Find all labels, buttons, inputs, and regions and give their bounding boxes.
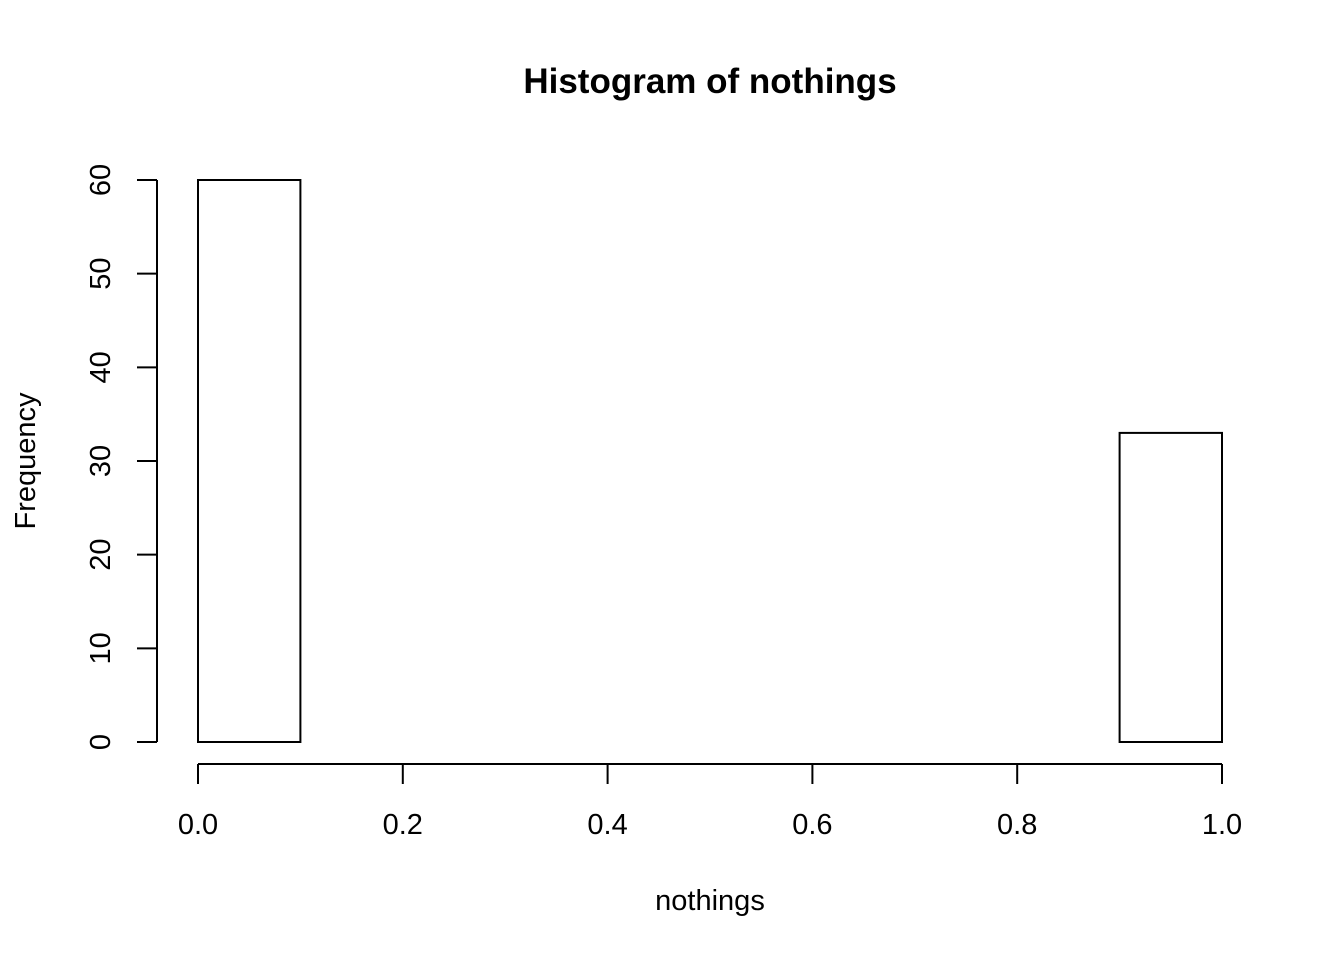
y-tick-label-0: 0: [85, 734, 117, 750]
x-tick-label-0: 0.0: [178, 809, 218, 841]
x-tick-label-1: 0.2: [383, 809, 423, 841]
x-tick-label-5: 1.0: [1202, 809, 1242, 841]
x-axis-label: nothings: [655, 885, 765, 917]
y-tick-label-4: 40: [85, 351, 117, 383]
y-axis-label: Frequency: [10, 392, 42, 530]
bars-group: [197, 179, 1223, 743]
y-tick-label-5: 50: [85, 258, 117, 290]
x-axis: 0.0 0.2 0.4 0.6 0.8 1.0: [178, 763, 1242, 841]
y-axis: 0 10 20 30 40 50 60: [85, 164, 158, 750]
x-tick-label-2: 0.4: [587, 809, 627, 841]
x-tick-label-3: 0.6: [792, 809, 832, 841]
y-tick-label-3: 30: [85, 445, 117, 477]
histogram-bar-0: [197, 179, 302, 743]
y-tick-label-1: 10: [85, 632, 117, 664]
x-tick-label-4: 0.8: [997, 809, 1037, 841]
y-tick-label-6: 60: [85, 164, 117, 196]
chart-title: Histogram of nothings: [523, 62, 896, 101]
histogram-bar-9: [1118, 431, 1223, 743]
y-tick-label-2: 20: [85, 539, 117, 571]
